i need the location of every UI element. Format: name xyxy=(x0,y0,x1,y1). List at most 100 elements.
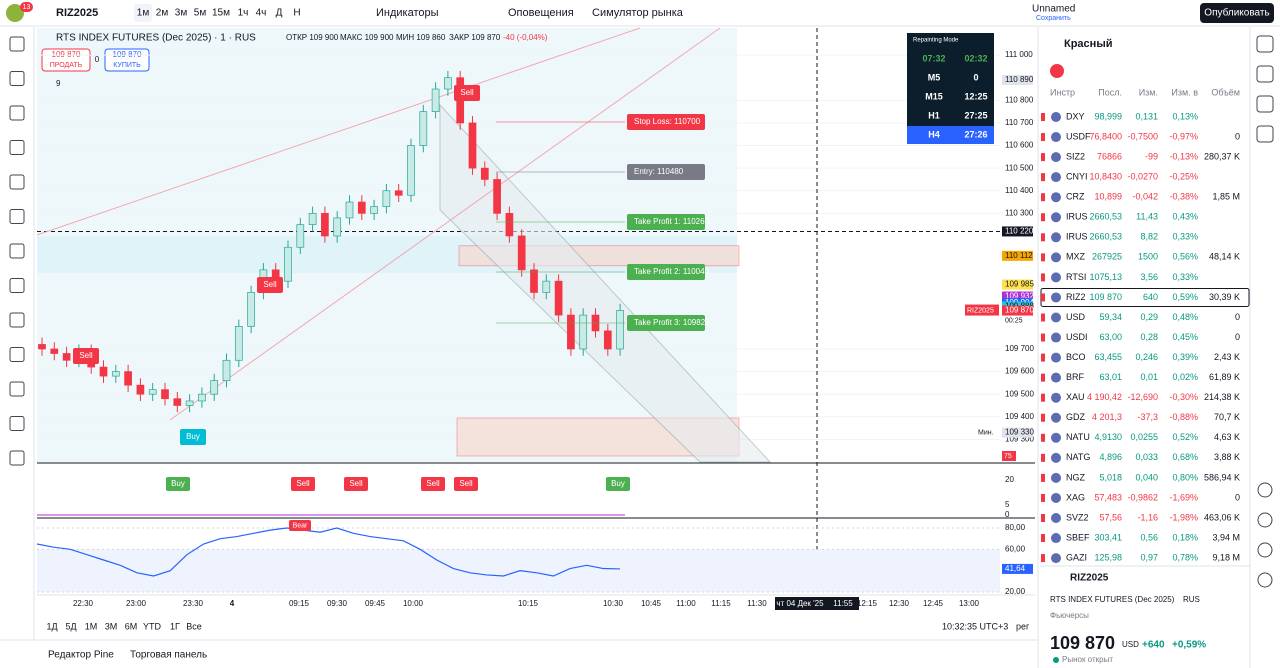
watchlist-cell: 0,39% xyxy=(1172,352,1198,362)
watchlist-cell[interactable]: CNYI xyxy=(1066,172,1088,182)
signal-label xyxy=(73,348,99,364)
watchlist-name[interactable]: Красный xyxy=(1064,38,1112,50)
watchlist-cell[interactable]: BCO xyxy=(1066,352,1086,362)
watchlist-cell: 9,18 M xyxy=(1212,552,1240,562)
order-label xyxy=(627,164,705,180)
watchlist-cell[interactable]: USD xyxy=(1066,312,1086,322)
timeframe[interactable]: Д xyxy=(276,8,283,19)
watchlist-cell: 1,85 M xyxy=(1212,192,1240,202)
watchlist-cell[interactable]: USDI xyxy=(1066,332,1088,342)
timeframe[interactable]: 15м xyxy=(212,8,230,19)
adjustment[interactable]: рег xyxy=(1016,621,1030,631)
watchlist-cell: -1,98% xyxy=(1169,512,1198,522)
side-icon xyxy=(1256,65,1274,83)
price-tag xyxy=(1002,74,1033,85)
x-tick-label: 23:00 xyxy=(126,599,147,608)
watchlist-cell[interactable]: IRUS xyxy=(1066,212,1088,222)
buy-button[interactable]: КУПИТЬ xyxy=(113,62,141,69)
watchlist-cell[interactable]: GAZI xyxy=(1066,552,1087,562)
badge xyxy=(20,2,33,12)
replay-button[interactable]: Симулятор рынка xyxy=(592,7,684,19)
rsi-tick-label: 60,00 xyxy=(1005,544,1026,553)
timeframe[interactable]: 1ч xyxy=(238,8,249,19)
watchlist-cell[interactable]: GDZ xyxy=(1066,412,1086,422)
bottom-tab[interactable]: Торговая панель xyxy=(130,650,207,661)
candle-body xyxy=(493,179,501,214)
sell-button[interactable]: ПРОДАТЬ xyxy=(50,62,83,69)
timeframe[interactable]: 2м xyxy=(156,8,169,19)
timeframe[interactable]: 1м xyxy=(137,8,150,19)
watchlist-cell: 4,9130 xyxy=(1094,432,1122,442)
watchlist-cell: 0,18% xyxy=(1172,532,1198,542)
range-button[interactable]: 1М xyxy=(85,621,98,631)
range-button[interactable]: Все xyxy=(186,621,202,631)
watchlist-cell[interactable]: RIZ2 xyxy=(1066,292,1086,302)
x-tick-label: 12:30 xyxy=(889,599,910,608)
timeframe[interactable]: 5м xyxy=(194,8,207,19)
range-button[interactable]: 5Д xyxy=(65,621,76,631)
watchlist-cell[interactable]: XAG xyxy=(1066,492,1085,502)
min-tag: Мин. xyxy=(978,429,994,436)
watchlist-cell[interactable]: SIZ2 xyxy=(1066,151,1085,161)
watchlist-cell[interactable]: NATG xyxy=(1066,452,1090,462)
detail-exchange: RUS xyxy=(1183,595,1200,604)
flag-marker xyxy=(1041,173,1045,182)
sell-price[interactable]: 109 870 xyxy=(52,50,81,59)
signal-label: Sell xyxy=(460,88,474,97)
watchlist-cell: -0,88% xyxy=(1169,412,1198,422)
candle-body xyxy=(579,314,588,350)
signal-label: Buy xyxy=(186,432,200,441)
watchlist-cell[interactable]: MXZ xyxy=(1066,252,1086,262)
watchlist-cell: 3,56 xyxy=(1140,272,1158,282)
candle-body xyxy=(357,201,366,214)
watchlist-cell: 0 xyxy=(1235,492,1240,502)
range-button[interactable]: 6М xyxy=(125,621,138,631)
timeframe[interactable]: 3м xyxy=(175,8,188,19)
watchlist-cell[interactable]: SBEF xyxy=(1066,532,1090,542)
range-button[interactable]: 1Д xyxy=(46,621,57,631)
symbol-icon xyxy=(1051,492,1061,503)
countdown: 00:25 xyxy=(1005,317,1023,324)
watchlist-cell[interactable]: USDF xyxy=(1066,131,1091,141)
symbol-icon xyxy=(1051,292,1061,303)
range-button[interactable]: 1Г xyxy=(170,621,180,631)
watchlist-cell[interactable]: RTSI xyxy=(1066,272,1086,282)
range-button[interactable]: YTD xyxy=(143,621,162,631)
symbol-icon xyxy=(1051,452,1061,463)
symbol-icon xyxy=(1051,132,1061,143)
timeframe[interactable]: Н xyxy=(293,8,300,19)
bottom-tab[interactable]: Редактор Pine xyxy=(48,650,114,661)
watchlist-cell: 10,899 xyxy=(1094,192,1122,202)
watchlist-cell[interactable]: BRF xyxy=(1066,372,1085,382)
indicators-button[interactable]: Индикаторы xyxy=(376,7,439,19)
price-tag-label: 109 870 xyxy=(1005,306,1034,315)
y-tick-label: 111 000 xyxy=(1005,50,1033,59)
tool-icon xyxy=(9,174,25,190)
range-button[interactable]: 3М xyxy=(105,621,118,631)
watchlist-cell: -99 xyxy=(1145,151,1158,161)
timer-cell: M5 xyxy=(928,72,941,82)
watchlist-cell[interactable]: DXY xyxy=(1066,111,1085,121)
order-label: Take Profit 3: 109820 xyxy=(634,318,710,327)
alerts-button[interactable]: Оповещения xyxy=(508,7,574,19)
layout-name[interactable]: Unnamed xyxy=(1032,4,1075,15)
detail-name: RTS INDEX FUTURES (Dec 2025) xyxy=(1050,595,1175,604)
watchlist-cell[interactable]: XAU xyxy=(1066,392,1085,402)
watchlist-cell: 63,01 xyxy=(1099,372,1122,382)
timer-cell: H1 xyxy=(928,110,940,120)
watchlist-cell[interactable]: SVZ2 xyxy=(1066,512,1089,522)
side-icon xyxy=(1257,482,1273,498)
watchlist-cell: 303,41 xyxy=(1094,532,1122,542)
watchlist-cell[interactable]: NGZ xyxy=(1066,472,1086,482)
publish-button[interactable]: Опубликовать xyxy=(1204,7,1269,19)
timeframe[interactable]: 4ч xyxy=(256,8,267,19)
buy-price[interactable]: 109 870 xyxy=(113,50,142,59)
symbol[interactable]: RIZ2025 xyxy=(56,7,98,19)
watchlist-cell[interactable]: CRZ xyxy=(1066,192,1085,202)
watchlist-cell[interactable]: NATU xyxy=(1066,432,1090,442)
timer-cell: 27:26 xyxy=(964,129,987,139)
indicator-count[interactable]: 9 xyxy=(56,79,61,88)
watchlist-cell[interactable]: IRUS xyxy=(1066,232,1088,242)
candle-body xyxy=(284,246,292,282)
flag-marker xyxy=(1041,293,1045,302)
